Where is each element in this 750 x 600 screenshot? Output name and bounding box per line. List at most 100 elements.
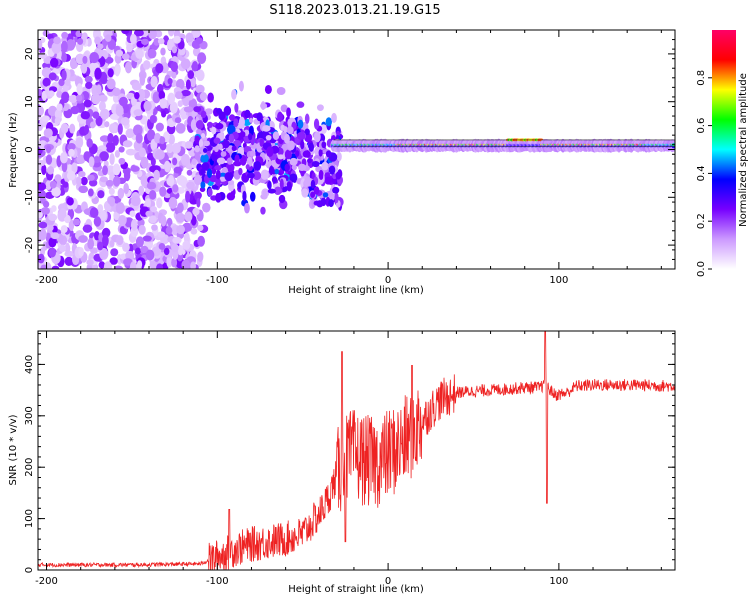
spectrogram-cell [316,104,324,111]
spectrogram-cell [105,179,114,187]
spectrogram-cell [167,92,176,105]
spectrogram-cell [233,118,239,128]
spectrogram-cell [157,38,165,45]
spectrogram-cell [216,157,226,165]
y-tick-label: -10 [24,189,35,205]
spectrogram-cell [41,67,52,78]
spectrogram-cell [65,78,71,86]
spectrogram-cell [187,70,195,79]
spectrogram-cell [99,135,110,142]
spectrogram-cell [156,263,164,269]
spectrogram-cell [304,133,313,143]
spectrogram-cell [320,124,327,135]
figure-title: S118.2023.013.21.19.G15 [269,3,440,18]
spectrogram-cell [61,161,68,173]
y-tick-label: 10 [24,95,35,108]
spectrogram-cell [38,123,43,131]
spectrogram-cell [157,231,166,238]
spectrogram-cell [68,219,75,232]
spectrogram-cell [170,61,179,73]
spectrogram-cell [125,250,134,261]
spectrogram-cell [223,105,232,116]
spectrogram-cell [41,115,50,122]
colorbar-tick-label: 0.6 [696,118,707,134]
spectrogram-cell [70,105,80,115]
spectrogram-cell [90,247,98,254]
spectrogram-cell [298,163,307,172]
spectrogram-cell [308,142,315,152]
spectrogram-cell [135,133,143,144]
spectrogram-cell [89,121,96,129]
spectrogram-cell [45,145,52,154]
spectrogram-cell [145,198,151,208]
spectrogram-cell [186,181,195,190]
spectrogram-cell [201,162,210,171]
spectrogram-cell [66,170,76,181]
snr-panel: -200 -100 0 100 0 100 200 300 400 Height of stra… [8,330,676,595]
spectrogram-cell [195,119,204,130]
spectrogram-cell [199,92,208,101]
spectrogram-cell [228,179,235,186]
spectrogram-cell [206,121,213,128]
spectrogram-cell [274,168,279,175]
colorbar-gradient [712,30,736,269]
spectrogram-cell [289,157,298,166]
spectrogram-cell [104,34,112,42]
spectrogram-cell [107,68,114,78]
colorbar: 0.0 0.2 0.4 0.6 0.8 Normalized spectral ampl… [696,30,749,277]
spectrogram-cell [222,139,230,149]
colorbar-label: Normalized spectral amplitude [738,73,749,227]
spectrogram-cell [166,177,174,186]
spectrogram-cell [87,238,95,250]
spectrogram-cell [122,140,133,148]
y-tick-label: 400 [24,355,35,374]
spectrogram-cell [102,234,109,247]
spectrogram-cell [76,83,83,96]
spectrogram-cell [279,178,284,190]
spectrogram-cell [200,132,206,139]
spectrogram-cell [146,181,157,190]
spectrogram-cell [107,39,117,51]
spectrogram-cell [197,52,207,65]
spectrogram-cell [138,224,146,235]
spectrogram-cell [122,242,130,252]
spectrogram-cell [260,206,266,215]
spectrogram-cell [129,261,137,269]
spectrogram-cell [155,122,164,132]
spectrogram-cell [69,59,77,70]
spectrogram-cell [169,101,178,114]
spectrogram-cell [112,175,121,187]
spectrogram-cell [197,235,205,247]
spectrogram-cell [166,255,173,268]
spectrogram-cell [66,39,76,51]
spectrogram-cell [114,150,120,158]
spectrogram-cell [123,182,130,195]
spectrogram-cell [310,191,316,198]
spectrogram-cell [259,138,264,147]
spectrogram-cell [163,247,170,256]
spectrogram-cell [213,137,221,144]
spectrogram-cell [89,52,100,64]
spectrogram-cell [61,69,67,81]
spectrogram-cell [196,128,202,135]
spectrogram-cell [129,33,137,45]
spectrogram-cell [48,247,56,258]
spectrogram-cell [130,218,138,231]
spectrogram-cell [61,40,68,53]
spectrogram-cell [42,77,51,87]
spectrogram-cell [304,113,310,124]
spectrogram-cell [291,164,297,171]
spectrogram-cell [110,248,119,257]
spectrogram-cell [150,75,158,88]
spectrogram-cell [204,108,213,115]
spectrogram-cell [324,176,333,185]
spectrogram-cell [112,134,119,146]
spectrogram-cell [130,195,141,207]
spectrogram-cell [109,113,120,120]
spectrogram-cell [154,132,161,144]
x-tick-label: 0 [385,275,391,286]
spectrogram-cell [171,142,181,154]
x-tick-label: -100 [206,576,229,587]
